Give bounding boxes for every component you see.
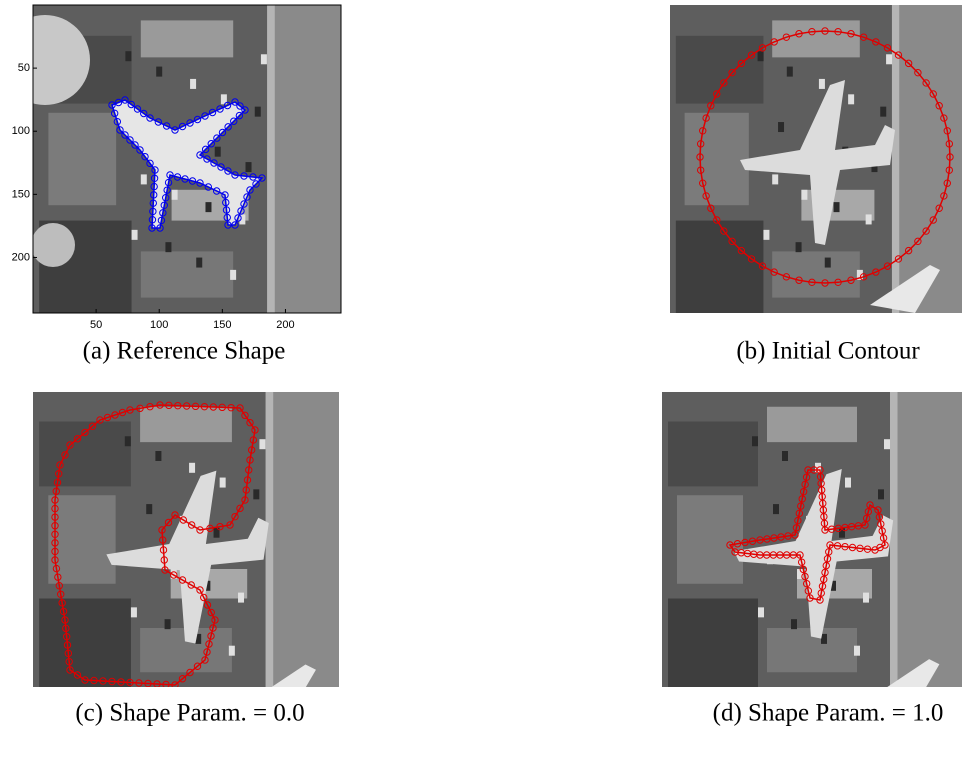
vehicle <box>801 190 807 200</box>
vehicle <box>880 107 886 117</box>
vehicle <box>156 67 162 77</box>
building <box>772 251 860 297</box>
aerial-image <box>670 5 962 313</box>
building <box>39 599 131 688</box>
vehicle <box>215 147 221 157</box>
vehicle <box>238 593 244 603</box>
vehicle <box>758 51 764 61</box>
vehicle <box>165 242 171 252</box>
runway-edge <box>267 5 275 313</box>
vehicle <box>825 258 831 268</box>
x-tick-label: 200 <box>276 319 294 331</box>
vehicle <box>125 436 131 446</box>
building <box>668 422 758 487</box>
vehicle <box>229 646 235 656</box>
vehicle <box>819 79 825 89</box>
x-tick-label: 100 <box>150 319 168 331</box>
vehicle <box>787 67 793 77</box>
building <box>140 407 232 442</box>
terminal <box>31 223 75 267</box>
y-tick-label: 200 <box>12 251 30 263</box>
vehicle <box>886 54 892 64</box>
vehicle <box>172 190 178 200</box>
building <box>685 113 749 205</box>
vehicle <box>863 593 869 603</box>
x-tick-label: 50 <box>90 319 102 331</box>
runway-edge <box>266 392 274 687</box>
vehicle <box>854 646 860 656</box>
building <box>668 599 758 688</box>
building <box>39 422 131 487</box>
vehicle <box>261 54 267 64</box>
y-tick-label: 150 <box>12 188 30 200</box>
vehicle <box>131 607 137 617</box>
caption: (b) Initial Contour <box>736 338 920 365</box>
vehicle <box>196 258 202 268</box>
vehicle <box>758 607 764 617</box>
vehicle <box>763 230 769 240</box>
aerial-image <box>33 392 339 715</box>
vehicle <box>165 619 171 629</box>
vehicle <box>255 107 261 117</box>
building <box>141 20 233 57</box>
vehicle <box>146 504 152 514</box>
building <box>141 251 233 297</box>
building <box>676 221 764 313</box>
building <box>767 407 857 442</box>
vehicle <box>259 439 265 449</box>
vehicle <box>189 463 195 473</box>
runway <box>896 392 962 687</box>
vehicle <box>125 51 131 61</box>
runway <box>272 392 339 687</box>
vehicle <box>772 174 778 184</box>
vehicle <box>884 439 890 449</box>
vehicle <box>205 202 211 212</box>
runway-edge <box>890 392 898 687</box>
runway <box>273 5 341 313</box>
aerial-image <box>662 392 962 708</box>
y-tick-label: 50 <box>18 62 30 74</box>
vehicle <box>821 634 827 644</box>
vehicle <box>230 270 236 280</box>
vehicle <box>796 242 802 252</box>
building <box>772 20 860 57</box>
vehicle <box>834 202 840 212</box>
page: {"figure": {"panels": [ {"caption": "(a)… <box>0 0 971 761</box>
vehicle <box>782 451 788 461</box>
vehicle <box>845 478 851 488</box>
vehicle <box>190 79 196 89</box>
vehicle <box>878 489 884 499</box>
vehicle <box>866 214 872 224</box>
vehicle <box>141 174 147 184</box>
vehicle <box>752 436 758 446</box>
vehicle <box>246 162 252 172</box>
x-tick-label: 150 <box>213 319 231 331</box>
terminal <box>0 15 90 105</box>
vehicle <box>253 489 259 499</box>
caption: (d) Shape Param. = 1.0 <box>713 700 944 727</box>
vehicle <box>132 230 138 240</box>
vehicle <box>791 619 797 629</box>
vehicle <box>220 478 226 488</box>
figure: (a) Reference Shape (b) Initial Contour (c… <box>0 0 971 761</box>
y-tick-label: 100 <box>12 125 30 137</box>
building <box>48 113 116 205</box>
caption: (c) Shape Param. = 0.0 <box>75 700 304 727</box>
aerial-image <box>0 5 341 313</box>
vehicle <box>155 451 161 461</box>
vehicle <box>773 504 779 514</box>
vehicle <box>778 122 784 132</box>
vehicle <box>848 94 854 104</box>
building <box>677 495 743 584</box>
caption: (a) Reference Shape <box>83 338 286 365</box>
